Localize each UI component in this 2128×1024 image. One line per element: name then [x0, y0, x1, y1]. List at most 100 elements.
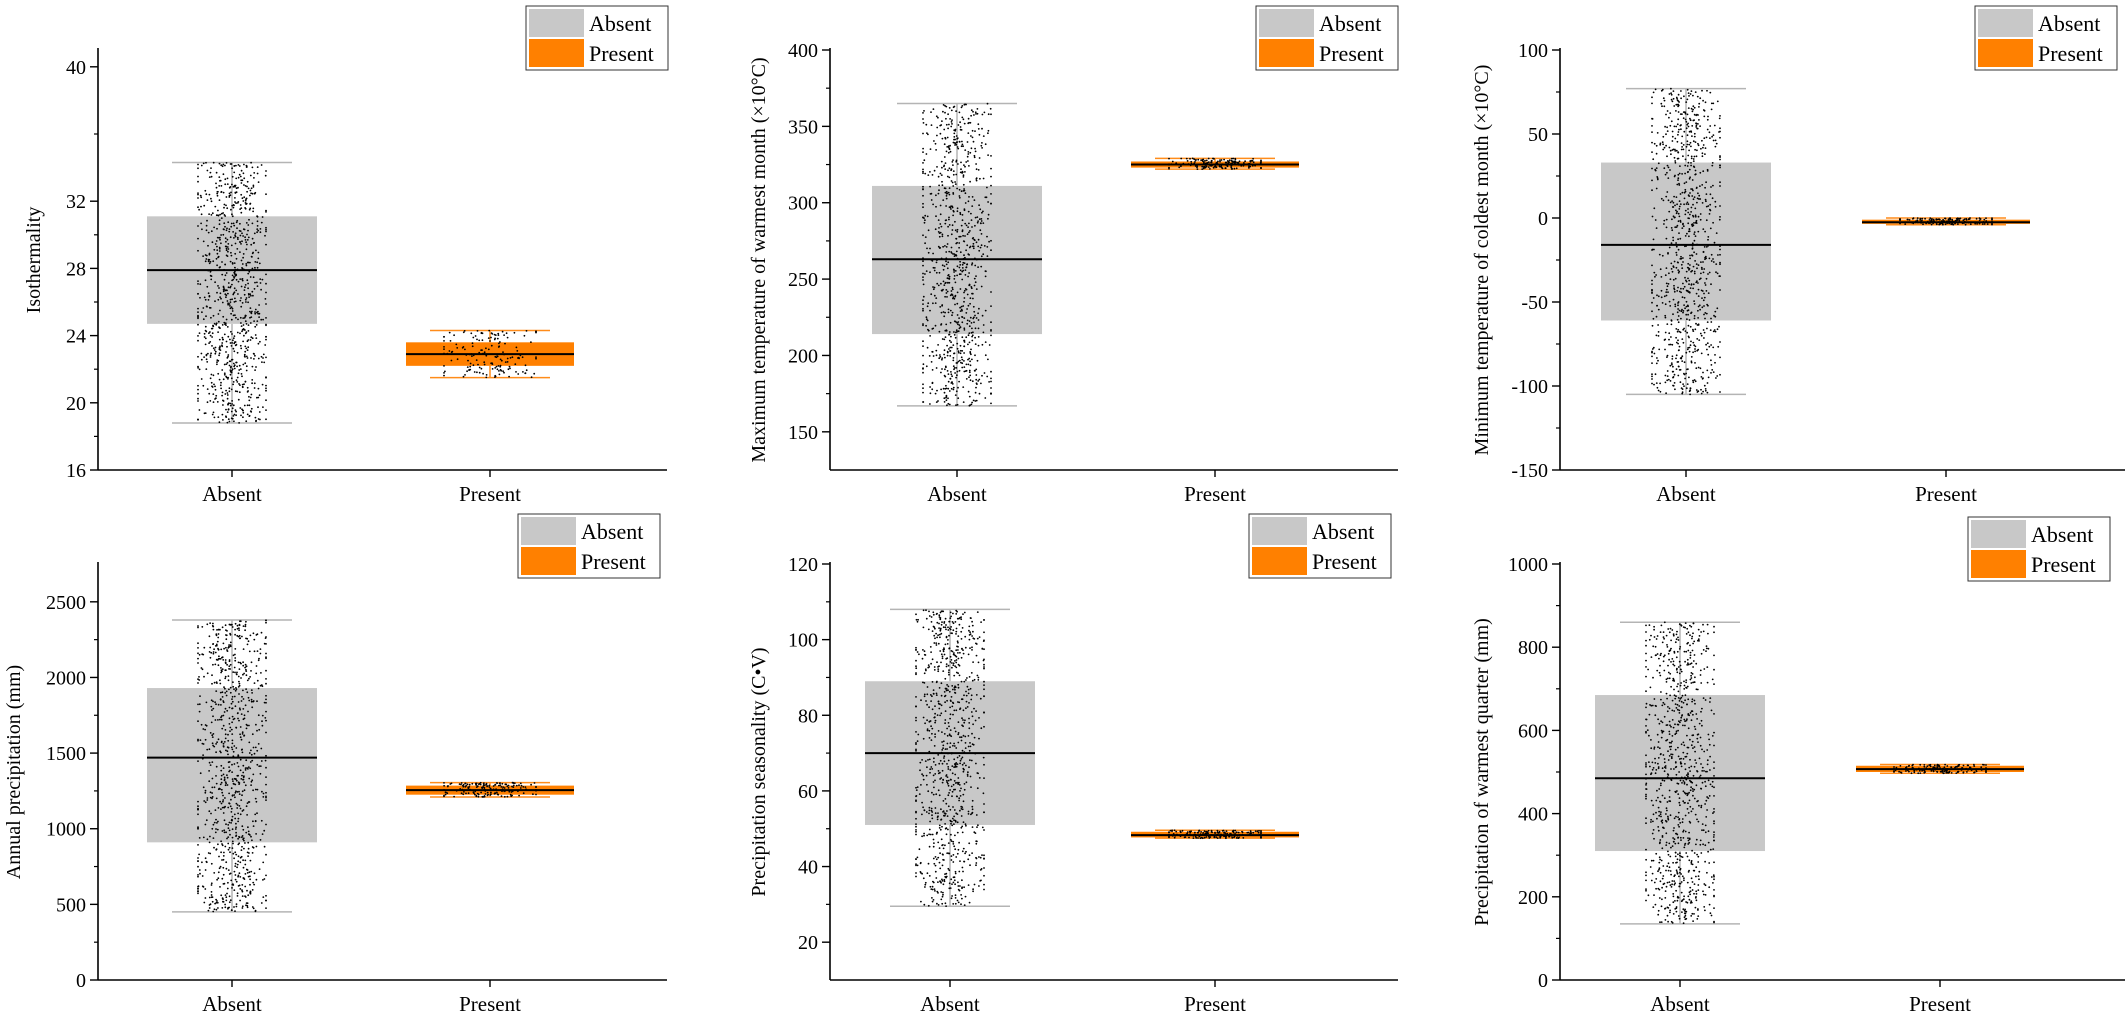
- data-point: [254, 266, 256, 269]
- data-point: [954, 773, 957, 776]
- data-point: [961, 336, 964, 339]
- data-point: [958, 324, 961, 326]
- data-point: [231, 748, 234, 751]
- data-point: [1656, 294, 1658, 297]
- data-point: [208, 780, 211, 783]
- data-point: [981, 314, 984, 317]
- data-point: [1656, 357, 1658, 359]
- data-point: [233, 367, 236, 370]
- data-point: [1704, 186, 1706, 189]
- data-point: [227, 869, 230, 871]
- data-point: [499, 368, 502, 371]
- data-point: [948, 281, 951, 284]
- data-point: [955, 110, 957, 112]
- data-point: [939, 204, 942, 207]
- data-point: [1663, 223, 1665, 225]
- data-point: [1692, 189, 1694, 192]
- data-point: [244, 629, 247, 632]
- data-point: [935, 692, 938, 695]
- data-point: [1687, 222, 1690, 225]
- data-point: [1689, 117, 1691, 120]
- data-point: [228, 802, 231, 805]
- data-point: [1705, 181, 1707, 184]
- data-point: [263, 701, 266, 704]
- data-point: [232, 185, 235, 188]
- data-point: [1675, 341, 1678, 344]
- data-point: [939, 213, 942, 216]
- data-point: [480, 791, 482, 794]
- data-point: [933, 888, 936, 890]
- data-point: [956, 228, 959, 231]
- data-point: [258, 765, 261, 768]
- data-point: [962, 734, 965, 737]
- data-point: [1698, 106, 1700, 108]
- data-point: [1672, 215, 1675, 218]
- data-point: [959, 288, 962, 290]
- data-point: [949, 742, 952, 744]
- data-point: [942, 744, 945, 747]
- data-point: [1186, 160, 1189, 162]
- data-point: [233, 413, 236, 416]
- data-point: [247, 346, 250, 349]
- data-point: [1689, 141, 1692, 144]
- data-point: [216, 401, 219, 403]
- data-point: [952, 170, 955, 173]
- data-point: [244, 236, 247, 239]
- data-point: [954, 766, 957, 768]
- data-point: [1660, 276, 1663, 278]
- data-point: [981, 113, 984, 116]
- data-point: [1689, 119, 1692, 122]
- data-point: [1707, 205, 1710, 207]
- data-point: [1695, 292, 1698, 295]
- data-point: [1703, 246, 1706, 248]
- data-point: [259, 839, 262, 841]
- data-point: [210, 197, 212, 200]
- data-point: [222, 290, 225, 293]
- data-point: [942, 844, 944, 846]
- data-point: [250, 393, 253, 396]
- data-point: [212, 700, 214, 703]
- data-point: [257, 687, 260, 690]
- data-point: [975, 163, 977, 165]
- data-point: [214, 352, 217, 355]
- data-point: [1686, 383, 1689, 385]
- data-point: [248, 218, 250, 221]
- data-point: [1259, 162, 1262, 164]
- data-point: [247, 236, 250, 239]
- data-point: [975, 317, 978, 319]
- data-point: [222, 378, 225, 381]
- data-point: [205, 701, 208, 704]
- data-point: [946, 267, 949, 270]
- data-point: [982, 210, 984, 213]
- data-point: [242, 866, 245, 869]
- data-point: [975, 368, 978, 371]
- y-tick-label: 120: [788, 554, 818, 576]
- data-point: [1684, 307, 1686, 310]
- data-point: [230, 306, 233, 309]
- data-point: [1963, 218, 1966, 221]
- data-point: [231, 698, 233, 700]
- data-point: [231, 733, 234, 735]
- data-point: [201, 626, 204, 628]
- data-point: [215, 394, 218, 397]
- data-point: [223, 214, 226, 216]
- data-point: [231, 626, 234, 628]
- data-point: [922, 391, 924, 394]
- data-point: [241, 279, 244, 282]
- y-axis-label: Precipitation seasonality (C•V): [748, 647, 770, 896]
- data-point: [224, 845, 227, 848]
- data-point: [220, 671, 223, 674]
- data-point: [213, 416, 216, 419]
- data-point: [234, 817, 237, 820]
- data-point: [1665, 237, 1668, 240]
- data-point: [1969, 223, 1972, 226]
- data-point: [945, 197, 948, 200]
- data-point: [1655, 382, 1658, 384]
- data-point: [1693, 135, 1696, 138]
- data-point: [214, 243, 217, 245]
- data-point: [251, 337, 254, 340]
- data-point: [925, 318, 928, 321]
- data-point: [951, 375, 953, 378]
- data-point: [197, 703, 199, 706]
- data-point: [1210, 159, 1213, 162]
